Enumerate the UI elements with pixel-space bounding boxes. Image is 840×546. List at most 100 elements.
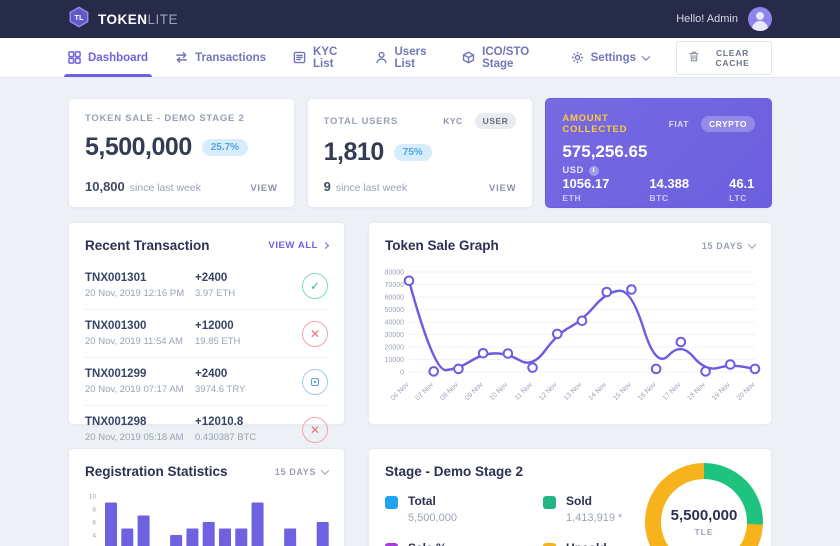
amount-collected-card-title: AMOUNT COLLECTED — [562, 113, 628, 135]
svg-text:17 Nov: 17 Nov — [662, 381, 683, 402]
svg-text:70000: 70000 — [385, 282, 405, 289]
tab-fiat[interactable]: FIAT — [668, 119, 689, 129]
legend-swatch — [543, 496, 556, 509]
coin-btc: 14.388 BTC — [649, 176, 690, 203]
nav-item-dashboard[interactable]: Dashboard — [63, 38, 153, 77]
svg-text:13 Nov: 13 Nov — [563, 381, 584, 402]
clear-cache-button[interactable]: CLEAR CACHE — [676, 40, 772, 75]
registration-statistics-panel: Registration Statistics 15 DAYS 108642 — [68, 448, 345, 546]
token-sale-view-link[interactable]: VIEW — [250, 183, 278, 194]
svg-text:11 Nov: 11 Nov — [514, 381, 535, 402]
brand-name: TOKENLITE — [98, 11, 179, 27]
legend-swatch — [385, 543, 398, 546]
view-all-link[interactable]: VIEW ALL — [268, 240, 330, 251]
svg-text:60000: 60000 — [385, 295, 405, 302]
legend-swatch — [385, 496, 398, 509]
donut-center-label: TLE — [694, 527, 714, 537]
transaction-row[interactable]: TNX001299 20 Nov, 2019 07:17 AM +2400 3974… — [85, 357, 328, 405]
token-sale-value: 5,500,000 — [85, 133, 192, 161]
nav-item-users-list[interactable]: Users List — [375, 38, 436, 77]
svg-text:8: 8 — [92, 507, 96, 514]
range-dropdown[interactable]: 15 DAYS — [275, 465, 330, 477]
swap-arrows-icon — [175, 51, 188, 64]
amount-collected-card: AMOUNT COLLECTED FIAT CRYPTO 575,256.65 … — [545, 98, 772, 208]
info-icon[interactable]: i — [588, 165, 599, 176]
recent-transactions-panel: Recent Transaction VIEW ALL TNX001301 20 … — [68, 222, 345, 443]
tab-user[interactable]: USER — [474, 113, 517, 129]
svg-text:09 Nov: 09 Nov — [464, 381, 485, 402]
token-sale-percent-badge: 25.7% — [201, 139, 249, 156]
coin-eth: 1056.17 ETH — [562, 176, 610, 203]
total-users-card-title: TOTAL USERS — [323, 115, 398, 127]
svg-text:06 Nov: 06 Nov — [390, 381, 411, 402]
transaction-row[interactable]: TNX001298 20 Nov, 2019 05:18 AM +12010.8 0… — [85, 405, 328, 453]
svg-text:12 Nov: 12 Nov — [538, 381, 559, 402]
range-dropdown[interactable]: 15 DAYS — [702, 239, 757, 251]
brand[interactable]: TL TOKENLITE — [68, 6, 178, 33]
svg-text:08 Nov: 08 Nov — [439, 381, 460, 402]
transaction-row[interactable]: TNX001300 20 Nov, 2019 11:54 AM +12000 19.… — [85, 309, 328, 357]
svg-text:15 Nov: 15 Nov — [612, 381, 633, 402]
stage-title: Stage - Demo Stage 2 — [385, 464, 524, 479]
svg-text:10000: 10000 — [385, 357, 405, 364]
svg-text:50000: 50000 — [385, 307, 405, 314]
main-nav: Dashboard Transactions KYC List — [0, 38, 840, 78]
svg-text:40000: 40000 — [385, 320, 405, 327]
svg-text:20000: 20000 — [385, 345, 405, 352]
svg-text:18 Nov: 18 Nov — [686, 381, 707, 402]
cube-icon — [462, 51, 475, 64]
recent-transactions-title: Recent Transaction — [85, 238, 210, 253]
user-avatar[interactable] — [748, 7, 772, 31]
nav-item-ico-sto-stage[interactable]: ICO/STO Stage — [462, 38, 543, 77]
tab-crypto[interactable]: CRYPTO — [700, 116, 755, 132]
status-rejected-icon[interactable]: ✕ — [302, 320, 328, 347]
trash-icon — [689, 51, 699, 64]
arrow-right-icon — [321, 241, 330, 250]
svg-text:0: 0 — [400, 370, 404, 377]
user-icon — [756, 12, 764, 20]
dashboard-grid-icon — [68, 51, 81, 64]
svg-text:80000: 80000 — [385, 270, 405, 277]
svg-text:07 Nov: 07 Nov — [414, 381, 435, 402]
chevron-down-icon — [641, 51, 651, 61]
nav-item-settings[interactable]: Settings — [571, 38, 651, 77]
transaction-row[interactable]: TNX001301 20 Nov, 2019 12:16 PM +2400 3.97… — [85, 262, 328, 309]
greeting-text: Hello! Admin — [676, 13, 738, 25]
nav-item-kyc-list[interactable]: KYC List — [293, 38, 347, 77]
coin-ltc: 46.1 LTC — [729, 176, 755, 203]
stage-donut-chart: 5,500,000 TLE — [645, 463, 763, 546]
nav-item-transactions[interactable]: Transactions — [175, 38, 266, 77]
registration-bar-chart: 108642 — [69, 488, 344, 546]
legend-item-total: Total 5,500,000 — [385, 494, 543, 524]
legend-item-sale-percent: Sale %25.7% Sold — [385, 541, 543, 546]
stage-panel: Stage - Demo Stage 2 Total 5,500,000 Sold… — [368, 448, 772, 546]
status-rejected-icon[interactable]: ✕ — [302, 416, 328, 443]
user-person-icon — [375, 51, 388, 64]
tab-kyc[interactable]: KYC — [443, 116, 463, 126]
svg-text:6: 6 — [92, 520, 96, 527]
total-users-view-link[interactable]: VIEW — [489, 183, 517, 194]
topbar: TL TOKENLITE Hello! Admin — [0, 0, 840, 38]
total-users-delta: 9 — [323, 179, 331, 194]
donut-center-value: 5,500,000 — [670, 507, 738, 524]
legend-item-sold: Sold 1,413,919 * — [543, 494, 663, 524]
svg-text:20 Nov: 20 Nov — [736, 381, 757, 402]
list-document-icon — [293, 51, 306, 64]
currency-label: USD — [562, 165, 584, 176]
gear-icon — [571, 51, 584, 64]
token-sale-card: TOKEN SALE - DEMO STAGE 2 5,500,000 25.7… — [68, 98, 295, 208]
status-approved-icon[interactable]: ✓ — [302, 272, 328, 299]
dashboard-content: TOKEN SALE - DEMO STAGE 2 5,500,000 25.7… — [68, 78, 772, 546]
svg-text:10: 10 — [89, 494, 97, 501]
total-users-percent-badge: 75% — [393, 144, 432, 161]
svg-text:19 Nov: 19 Nov — [711, 381, 732, 402]
chevron-down-icon — [747, 239, 757, 249]
svg-text:10 Nov: 10 Nov — [489, 381, 510, 402]
legend-item-unsold: Unsold4,086,082 — [543, 541, 663, 546]
status-pending-icon[interactable] — [302, 368, 328, 395]
token-sale-graph-panel: Token Sale Graph 15 DAYS 0 10000 20000 3000… — [368, 222, 772, 425]
chevron-down-icon — [320, 465, 330, 475]
brand-hexagon-icon: TL — [68, 6, 90, 33]
token-sale-card-title: TOKEN SALE - DEMO STAGE 2 — [85, 113, 245, 124]
legend-swatch — [543, 543, 556, 546]
